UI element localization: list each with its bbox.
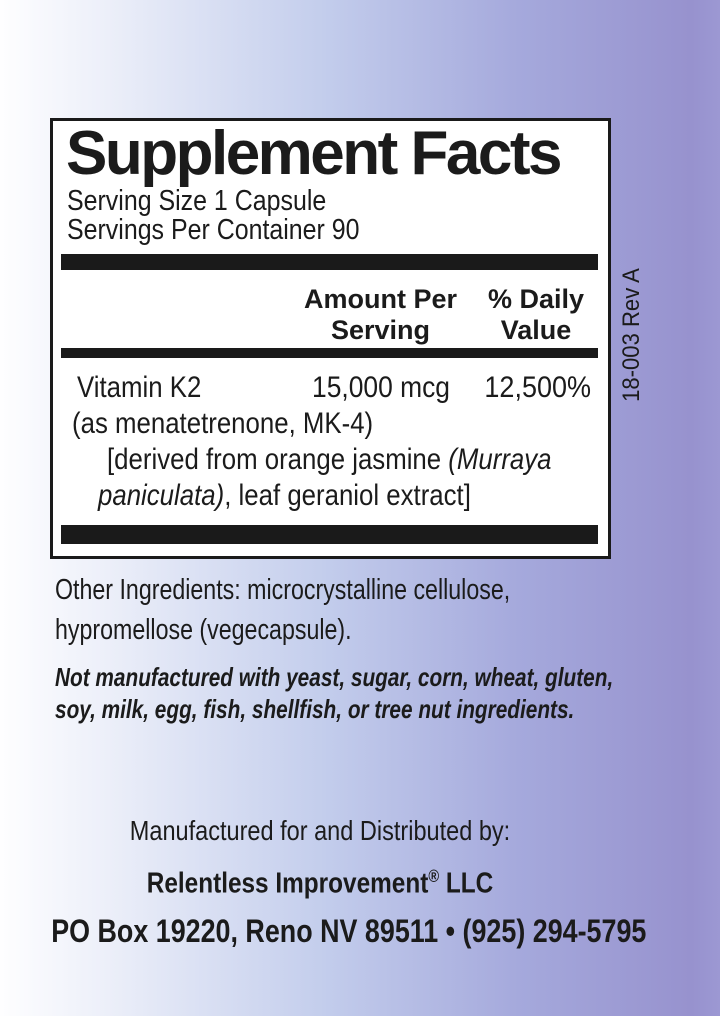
nutrient-name: Vitamin K2 xyxy=(77,371,202,404)
servings-per-container-line: Servings Per Container 90 xyxy=(67,214,360,246)
amount-per-label: Amount Per xyxy=(303,284,457,314)
percent-daily-label: % Daily xyxy=(487,284,585,314)
address-phone-line: PO Box 19220, Reno NV 89511 • (925) 294-… xyxy=(51,913,647,949)
botanical-line-1: [derived from orange jasmine (Murraya xyxy=(107,445,552,475)
thick-rule-top xyxy=(61,254,598,270)
botanical-line-2-plain: , leaf geraniol extract] xyxy=(224,479,471,512)
column-header-daily-value: % Daily Value xyxy=(461,284,611,346)
company-line: Relentless Improvement® LLC xyxy=(51,866,589,900)
distributed-by-line: Manufactured for and Distributed by: xyxy=(129,815,511,846)
thick-rule-bottom xyxy=(61,525,598,544)
company-name: Relentless Improvement xyxy=(146,867,429,900)
company-suffix: LLC xyxy=(439,867,494,900)
registered-trademark-symbol: ® xyxy=(428,866,440,886)
botanical-line-2-latin: paniculata) xyxy=(98,479,225,512)
botanical-line-2: paniculata), leaf geraniol extract] xyxy=(98,481,471,511)
allergen-statement-line-1: Not manufactured with yeast, sugar, corn… xyxy=(55,662,614,692)
botanical-line-1-plain: [derived from orange jasmine xyxy=(107,443,449,476)
allergen-statement-line-2: soy, milk, egg, fish, shellfish, or tree… xyxy=(55,694,575,724)
nutrient-source-line: (as menatetrenone, MK-4) xyxy=(72,407,374,440)
serving-label: Serving xyxy=(330,315,431,345)
other-ingredients-line-1: Other Ingredients: microcrystalline cell… xyxy=(55,574,511,606)
supplement-facts-panel: Supplement Facts Serving Size 1 Capsule … xyxy=(50,118,611,559)
medium-rule-header xyxy=(61,348,598,358)
other-ingredients-line-2: hypromellose (vegecapsule). xyxy=(55,614,352,646)
botanical-line-1-latin: (Murraya xyxy=(448,443,552,476)
column-header-amount-per-serving: Amount Per Serving xyxy=(278,284,483,346)
serving-size-line: Serving Size 1 Capsule xyxy=(67,185,327,217)
value-label: Value xyxy=(500,315,572,345)
nutrient-amount: 15,000 mcg xyxy=(312,371,450,404)
rev-code-vertical-label: 18-003 Rev A xyxy=(618,268,645,402)
facts-title: Supplement Facts xyxy=(66,119,563,188)
nutrient-daily-value: 12,500% xyxy=(484,371,591,404)
